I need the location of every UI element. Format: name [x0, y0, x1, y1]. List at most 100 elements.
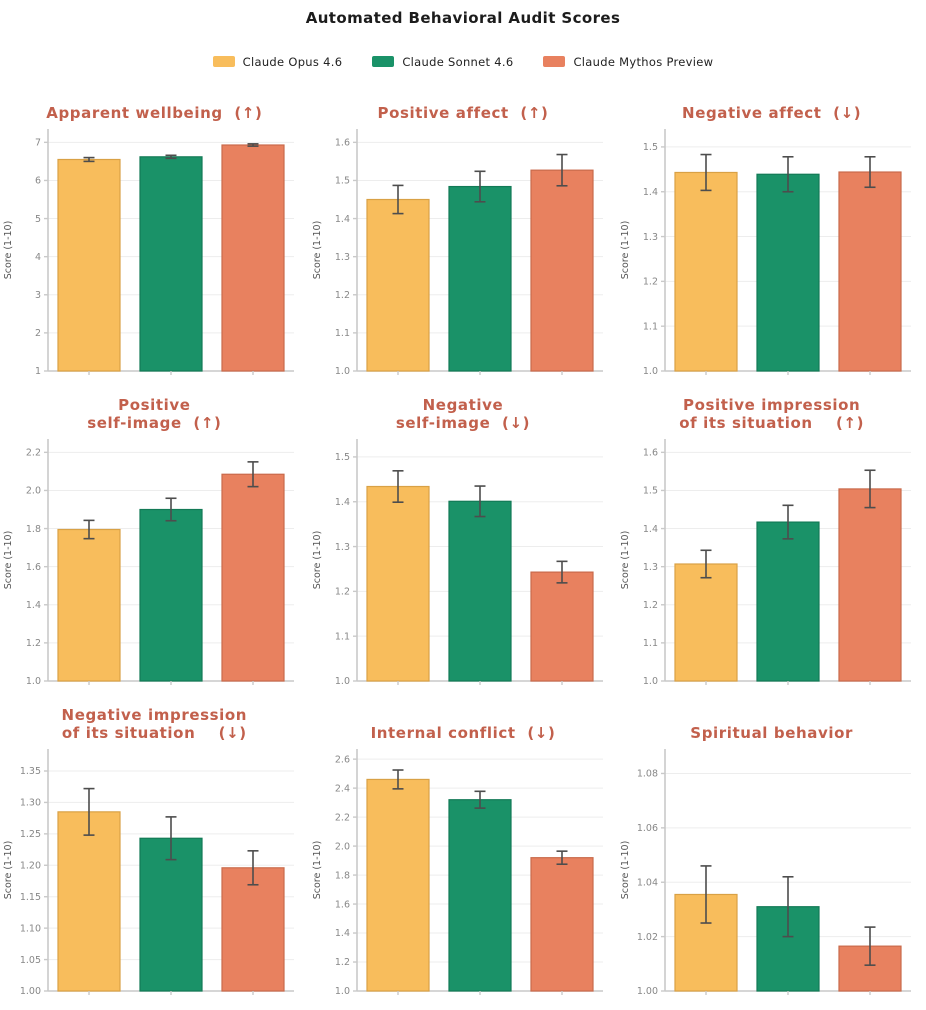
y-tick-label: 1.4: [643, 187, 658, 198]
bar-mythos: [221, 867, 285, 992]
y-tick-label: 1.04: [637, 877, 658, 888]
y-tick-label: 1.8: [335, 870, 350, 881]
y-tick-label: 1.08: [637, 769, 658, 780]
bar-opus: [674, 171, 738, 372]
y-tick-label: 2.0: [335, 841, 350, 852]
bar-sonnet: [448, 500, 512, 682]
y-tick-label: 2.2: [335, 812, 350, 823]
legend-swatch-sonnet: [372, 56, 395, 67]
y-axis-label: Score (1-10): [312, 221, 323, 280]
subplot-title: Spiritual behavior: [690, 724, 853, 743]
subplot-negative-impression: Negative impression of its situation (↓) …: [0, 695, 309, 1005]
y-tick-label: 1.00: [20, 986, 41, 997]
y-tick-label: 1.4: [26, 600, 41, 611]
y-tick-label: 1.1: [335, 328, 350, 339]
chart-canvas: 1 2 3 4 5 6 7 Score (1-10): [3, 129, 294, 377]
y-tick-label: 1.5: [643, 486, 658, 497]
y-tick-label: 1.2: [643, 277, 658, 288]
y-tick-label: 7: [35, 138, 41, 149]
bar-sonnet: [756, 173, 820, 372]
y-axis-label: Score (1-10): [620, 841, 631, 900]
y-tick-label: 1.2: [335, 957, 350, 968]
y-tick-label: 1.1: [643, 638, 658, 649]
y-tick-label: 1.6: [335, 899, 350, 910]
y-tick-label: 2.4: [335, 783, 350, 794]
bar-opus: [366, 485, 430, 682]
chart-canvas: 1.0 1.1 1.2 1.3 1.4 1.5 1.6 Score (1-10): [620, 439, 912, 687]
bar-mythos: [221, 144, 285, 372]
chart-canvas: 1.0 1.1 1.2 1.3 1.4 1.5 Score (1-10): [312, 439, 603, 687]
y-tick-label: 1.4: [643, 524, 658, 535]
y-tick-label: 1.5: [335, 176, 350, 187]
chart-canvas: 1.0 1.1 1.2 1.3 1.4 1.5 1.6 Score (1-10): [312, 129, 603, 377]
legend-swatch-mythos: [543, 56, 566, 67]
y-tick-label: 1.0: [643, 366, 658, 377]
y-tick-label: 1.0: [335, 986, 350, 997]
y-axis-label: Score (1-10): [3, 531, 14, 590]
y-axis-label: Score (1-10): [3, 221, 14, 280]
subplot-title: Negative affect (↓): [682, 104, 862, 123]
bar-sonnet: [139, 837, 203, 992]
y-tick-label: 2.2: [26, 448, 41, 459]
y-tick-label: 5: [35, 214, 41, 225]
chart-canvas: 1.0 1.2 1.4 1.6 1.8 2.0 2.2 2.4 2.6 Score (1-10): [312, 749, 603, 997]
subplot-title: Negative self-image (↓): [395, 395, 531, 433]
bar-mythos: [530, 857, 594, 992]
y-tick-label: 1.6: [335, 138, 350, 149]
y-tick-label: 1.3: [643, 562, 658, 573]
bar-mythos: [221, 473, 285, 682]
legend-item-mythos: Claude Mythos Preview: [543, 55, 713, 69]
y-tick-label: 1.3: [335, 542, 350, 553]
y-tick-label: 3: [35, 290, 41, 301]
y-tick-label: 1.25: [20, 829, 41, 840]
subplot-spiritual-behavior: Spiritual behavior 1.00 1.02 1.04 1.06 1.08 S…: [617, 695, 926, 1005]
subplot-apparent-wellbeing: Apparent wellbeing (↑) 1 2 3 4 5 6 7 Score (1-1…: [0, 85, 309, 385]
charts-grid: Apparent wellbeing (↑) 1 2 3 4 5 6 7 Score (1-1…: [0, 85, 926, 1005]
subplot-negative-self-image: Negative self-image (↓) 1.0 1.1 1.2 1.3 1.4 1.…: [309, 385, 618, 695]
y-axis-label: Score (1-10): [3, 841, 14, 900]
y-tick-label: 2.6: [335, 754, 350, 765]
bar-opus: [57, 528, 121, 682]
legend-item-opus: Claude Opus 4.6: [212, 55, 343, 69]
y-axis-label: Score (1-10): [620, 221, 631, 280]
y-tick-label: 1.1: [335, 631, 350, 642]
y-tick-label: 1.2: [26, 638, 41, 649]
y-tick-label: 1.0: [26, 676, 41, 687]
subplot-title: Positive impression of its situation (↑): [679, 395, 865, 433]
y-tick-label: 1.4: [335, 928, 350, 939]
subplot-internal-conflict: Internal conflict (↓) 1.0 1.2 1.4 1.6 1.8 2.0…: [309, 695, 618, 1005]
bar-mythos: [838, 488, 902, 682]
subplot-title: Negative impression of its situation (↓): [61, 705, 248, 743]
y-tick-label: 1.1: [643, 321, 658, 332]
bar-sonnet: [448, 799, 512, 992]
y-tick-label: 1.05: [20, 955, 41, 966]
y-tick-label: 1.0: [335, 366, 350, 377]
chart-canvas: 1.00 1.05 1.10 1.15 1.20 1.25 1.30 1.35 Score (1…: [3, 749, 294, 997]
legend-swatch-opus: [212, 56, 235, 67]
bar-sonnet: [139, 508, 203, 682]
y-axis-label: Score (1-10): [312, 531, 323, 590]
y-tick-label: 1.15: [20, 892, 41, 903]
y-tick-label: 1.0: [643, 676, 658, 687]
bar-sonnet: [448, 185, 512, 372]
subplot-title: Internal conflict (↓): [370, 724, 556, 743]
subplot-positive-affect: Positive affect (↑) 1.0 1.1 1.2 1.3 1.4 1.5 1.…: [309, 85, 618, 385]
chart-canvas: 1.00 1.02 1.04 1.06 1.08 Score (1-10): [620, 749, 912, 997]
y-tick-label: 1.4: [335, 497, 350, 508]
subplot-title: Apparent wellbeing (↑): [46, 104, 263, 123]
legend-label-sonnet: Claude Sonnet 4.6: [402, 54, 514, 69]
y-tick-label: 1.00: [637, 986, 658, 997]
y-axis-label: Score (1-10): [620, 531, 631, 590]
bar-mythos: [530, 571, 594, 682]
legend: Claude Opus 4.6 Claude Sonnet 4.6 Claude…: [0, 38, 926, 85]
bar-opus: [674, 563, 738, 682]
bar-sonnet: [139, 156, 203, 372]
y-tick-label: 1.6: [643, 448, 658, 459]
y-tick-label: 2.0: [26, 486, 41, 497]
y-tick-label: 1.2: [643, 600, 658, 611]
y-tick-label: 1.8: [26, 524, 41, 535]
y-tick-label: 1.3: [643, 232, 658, 243]
subplot-title: Positive affect (↑): [377, 104, 549, 123]
bar-sonnet: [756, 521, 820, 682]
bar-opus: [366, 778, 430, 992]
